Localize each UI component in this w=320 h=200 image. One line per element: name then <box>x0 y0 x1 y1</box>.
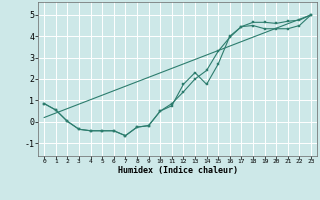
X-axis label: Humidex (Indice chaleur): Humidex (Indice chaleur) <box>118 166 238 175</box>
